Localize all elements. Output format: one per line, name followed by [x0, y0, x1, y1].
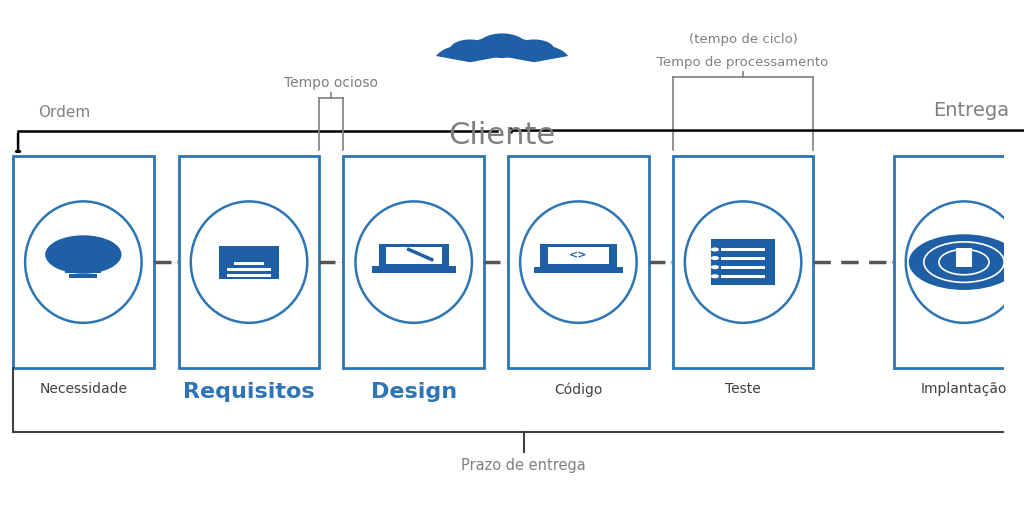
FancyBboxPatch shape [673, 157, 813, 369]
FancyBboxPatch shape [227, 280, 271, 284]
Wedge shape [501, 45, 568, 63]
FancyBboxPatch shape [535, 267, 623, 274]
Circle shape [711, 275, 719, 279]
FancyBboxPatch shape [227, 268, 271, 272]
Ellipse shape [355, 202, 472, 323]
Ellipse shape [906, 202, 1022, 323]
Text: Requisitos: Requisitos [183, 381, 314, 401]
Text: Prazo de entrega: Prazo de entrega [461, 457, 586, 472]
Text: <>: <> [569, 250, 588, 260]
FancyBboxPatch shape [379, 245, 449, 268]
Circle shape [450, 40, 490, 61]
Text: Ordem: Ordem [38, 105, 90, 120]
FancyBboxPatch shape [227, 274, 271, 278]
Ellipse shape [26, 202, 141, 323]
FancyBboxPatch shape [386, 247, 441, 265]
FancyBboxPatch shape [66, 263, 101, 268]
FancyBboxPatch shape [233, 262, 264, 266]
Text: Necessidade: Necessidade [39, 381, 127, 395]
FancyBboxPatch shape [956, 248, 972, 268]
Ellipse shape [520, 202, 637, 323]
Ellipse shape [190, 202, 307, 323]
Circle shape [908, 235, 1019, 290]
Circle shape [478, 34, 526, 59]
Circle shape [711, 248, 719, 252]
FancyBboxPatch shape [372, 267, 456, 274]
Text: (tempo de ciclo): (tempo de ciclo) [689, 32, 798, 45]
FancyBboxPatch shape [70, 274, 97, 279]
FancyBboxPatch shape [508, 157, 648, 369]
FancyBboxPatch shape [711, 240, 775, 285]
FancyBboxPatch shape [66, 269, 101, 274]
FancyBboxPatch shape [219, 246, 280, 279]
Circle shape [514, 40, 554, 61]
FancyBboxPatch shape [541, 245, 616, 268]
FancyBboxPatch shape [548, 247, 608, 264]
FancyBboxPatch shape [721, 257, 765, 261]
FancyBboxPatch shape [721, 248, 765, 252]
Text: Teste: Teste [725, 381, 761, 395]
FancyBboxPatch shape [179, 157, 319, 369]
FancyBboxPatch shape [721, 266, 765, 270]
Text: Implantação: Implantação [921, 381, 1008, 395]
Text: Código: Código [554, 381, 602, 396]
Text: Cliente: Cliente [449, 121, 556, 150]
FancyBboxPatch shape [13, 157, 154, 369]
Text: Tempo ocioso: Tempo ocioso [285, 75, 379, 89]
Wedge shape [462, 37, 543, 59]
FancyBboxPatch shape [894, 157, 1024, 369]
FancyBboxPatch shape [721, 275, 765, 279]
Circle shape [711, 266, 719, 270]
Wedge shape [436, 45, 504, 63]
Text: Entrega: Entrega [933, 101, 1010, 120]
Text: Tempo de processamento: Tempo de processamento [657, 56, 828, 69]
Circle shape [711, 257, 719, 261]
Text: Design: Design [371, 381, 457, 401]
FancyBboxPatch shape [343, 157, 484, 369]
Circle shape [45, 236, 122, 274]
Ellipse shape [685, 202, 802, 323]
